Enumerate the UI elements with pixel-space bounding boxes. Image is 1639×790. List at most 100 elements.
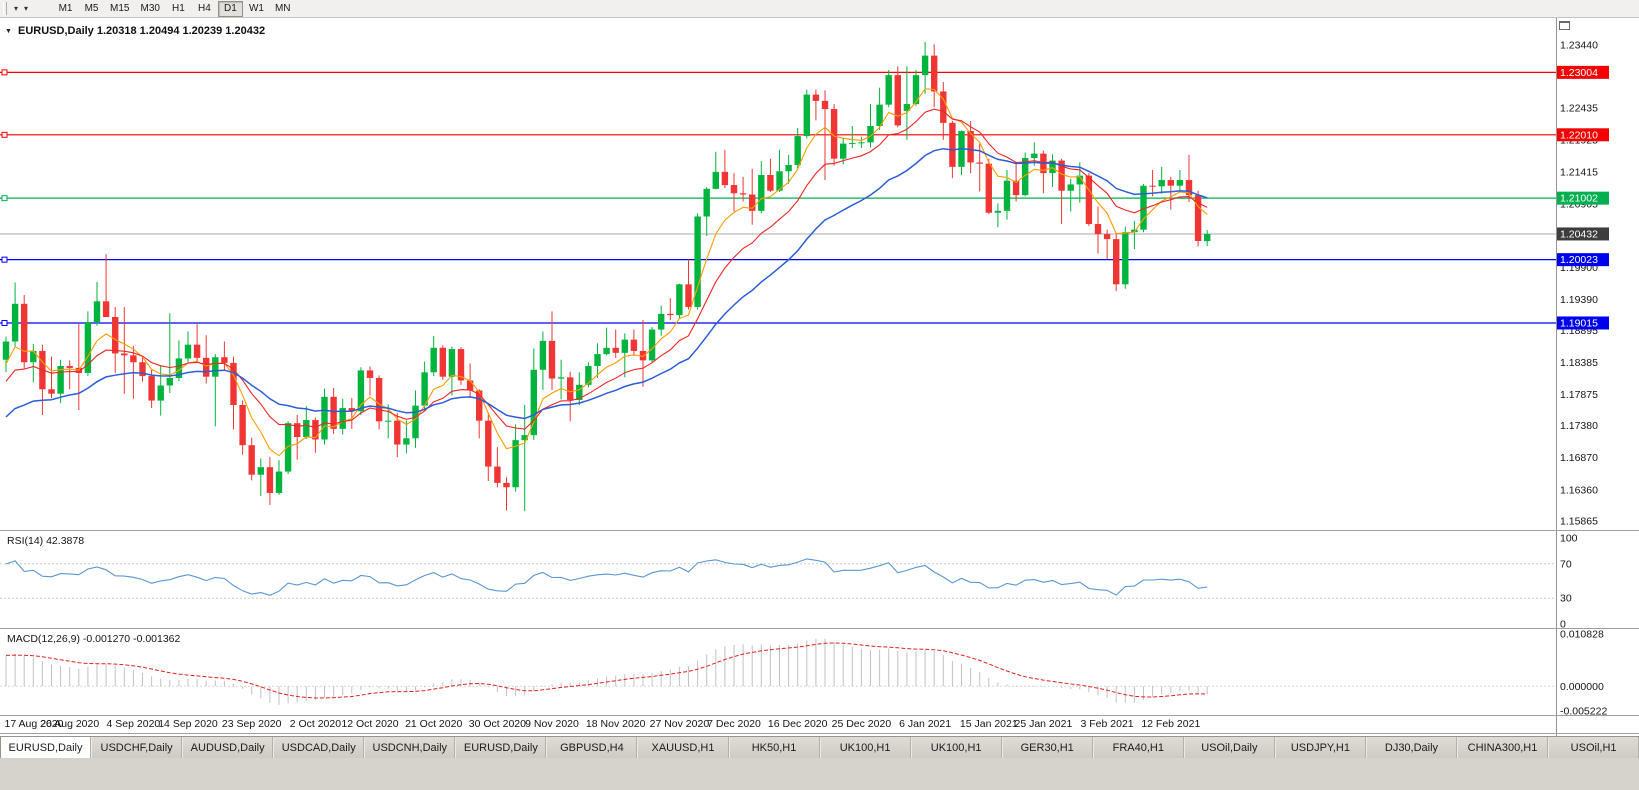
chart-tab-FRA40-H1[interactable]: FRA40,H1 <box>1092 737 1184 758</box>
macd-label: MACD(12,26,9) -0.001270 -0.001362 <box>7 633 181 645</box>
svg-text:1.22010: 1.22010 <box>1560 129 1598 141</box>
panel-separators <box>0 18 1639 736</box>
svg-text:14 Sep 2020: 14 Sep 2020 <box>158 718 218 730</box>
svg-text:17 Aug 2020: 17 Aug 2020 <box>5 718 64 730</box>
horizontal-lines <box>0 69 1556 326</box>
chart-tab-GBPUSD-H4[interactable]: GBPUSD,H4 <box>546 737 638 758</box>
ma-slow <box>5 147 1208 420</box>
date-axis-labels: 17 Aug 202026 Aug 2020 4 Sep 202014 Sep 2… <box>5 718 1201 730</box>
line-handle[interactable] <box>1 319 8 326</box>
svg-text:3 Feb 2021: 3 Feb 2021 <box>1081 718 1134 730</box>
chart-tabs-bar: EURUSD,Daily USDCHF,Daily AUDUSD,Daily USDC… <box>0 736 1639 758</box>
line-handle[interactable] <box>1 256 8 263</box>
ma-fast <box>5 88 1208 457</box>
svg-text:15 Jan 2021: 15 Jan 2021 <box>960 718 1018 730</box>
timeframe-button-M15[interactable]: M15 <box>110 3 130 14</box>
svg-text:0.010828: 0.010828 <box>1560 629 1604 641</box>
bottom-filler <box>0 758 1639 790</box>
svg-text:100: 100 <box>1560 533 1578 545</box>
interactive-regions <box>0 18 1639 734</box>
chart-mode-dropdown-icon[interactable]: ▾ <box>14 3 19 13</box>
svg-text:23 Sep 2020: 23 Sep 2020 <box>222 718 282 730</box>
svg-text:70: 70 <box>1560 558 1572 570</box>
svg-text:1.20432: 1.20432 <box>1560 228 1598 240</box>
chart-tab-USOil-Daily[interactable]: USOil,Daily <box>1183 737 1275 758</box>
time-scale[interactable] <box>0 716 1556 734</box>
svg-text:1.15865: 1.15865 <box>1560 515 1598 527</box>
svg-text:7 Dec 2020: 7 Dec 2020 <box>707 718 761 730</box>
chart-dropdown-icon[interactable]: ▼ <box>5 28 12 35</box>
svg-text:16 Dec 2020: 16 Dec 2020 <box>768 718 828 730</box>
line-handle[interactable] <box>1 69 8 76</box>
timeframe-button-W1[interactable]: W1 <box>248 3 264 14</box>
candlestick-series <box>2 41 1211 512</box>
macd-indicator-window[interactable] <box>0 629 1556 715</box>
svg-text:-0.005222: -0.005222 <box>1560 706 1607 718</box>
rsi-indicator-window[interactable] <box>0 531 1556 628</box>
svg-text:26 Aug 2020: 26 Aug 2020 <box>40 718 99 730</box>
line-handle[interactable] <box>1 131 8 138</box>
chart-tab-CHINA300-H1[interactable]: CHINA300,H1 <box>1457 737 1549 758</box>
rsi-label: RSI(14) 42.3878 <box>7 535 84 547</box>
chart-tab-USDCNH-Daily[interactable]: USDCNH,Daily <box>364 737 456 758</box>
restore-window-icon[interactable] <box>1559 21 1570 30</box>
timeframes-dropdown-icon[interactable]: ▾ <box>24 3 29 13</box>
chart-tab-USDCHF-Daily[interactable]: USDCHF,Daily <box>91 737 183 758</box>
chart-tab-XAUUSD-H1[interactable]: XAUUSD,H1 <box>637 737 729 758</box>
timeframe-button-MN[interactable]: MN <box>274 3 291 14</box>
timeframe-button-M5[interactable]: M5 <box>84 3 99 14</box>
macd-panel: 0.010828 0.000000 -0.005222 <box>0 629 1607 718</box>
svg-text:1.23004: 1.23004 <box>1560 67 1598 79</box>
svg-text:2 Oct 2020: 2 Oct 2020 <box>290 718 342 730</box>
chart-tab-HK50-H1[interactable]: HK50,H1 <box>728 737 820 758</box>
timeframe-button-H1[interactable]: H1 <box>172 3 185 14</box>
svg-text:12 Feb 2021: 12 Feb 2021 <box>1141 718 1200 730</box>
svg-text:4 Sep 2020: 4 Sep 2020 <box>107 718 161 730</box>
svg-text:6 Jan 2021: 6 Jan 2021 <box>899 718 951 730</box>
timeframe-button-D1[interactable]: D1 <box>217 0 243 17</box>
chart-window: 1.234401.224351.219251.214151.209051.199… <box>0 18 1639 736</box>
svg-text:9 Nov 2020: 9 Nov 2020 <box>525 718 579 730</box>
chart-tab-EURUSD-Daily[interactable]: EURUSD,Daily <box>455 737 547 758</box>
svg-text:30 Oct 2020: 30 Oct 2020 <box>469 718 526 730</box>
svg-text:12 Oct 2020: 12 Oct 2020 <box>341 718 398 730</box>
svg-text:0: 0 <box>1560 619 1566 631</box>
svg-text:18 Nov 2020: 18 Nov 2020 <box>586 718 646 730</box>
svg-text:25 Jan 2021: 25 Jan 2021 <box>1014 718 1072 730</box>
svg-text:1.20023: 1.20023 <box>1560 254 1598 266</box>
toolbar-grip[interactable] <box>3 2 7 15</box>
price-scale[interactable] <box>1557 18 1639 733</box>
chart-tab-EURUSD-Daily[interactable]: EURUSD,Daily <box>0 737 92 758</box>
timeframe-button-H4[interactable]: H4 <box>198 3 211 14</box>
svg-text:1.19390: 1.19390 <box>1560 294 1598 306</box>
chart-tab-UK100-H1[interactable]: UK100,H1 <box>819 737 911 758</box>
svg-text:25 Dec 2020: 25 Dec 2020 <box>832 718 892 730</box>
ma-medium <box>5 108 1208 430</box>
chart-tab-USDJPY-H1[interactable]: USDJPY,H1 <box>1274 737 1366 758</box>
chart-tab-UK100-H1[interactable]: UK100,H1 <box>910 737 1002 758</box>
rsi-line <box>5 558 1208 596</box>
chart-tab-USOil-H1[interactable]: USOil,H1 <box>1548 737 1639 758</box>
line-handle[interactable] <box>1 195 8 202</box>
timeframe-button-M30[interactable]: M30 <box>140 3 160 14</box>
svg-text:1.21415: 1.21415 <box>1560 167 1598 179</box>
macd-histogram <box>5 638 1208 705</box>
chart-tab-GER30-H1[interactable]: GER30,H1 <box>1001 737 1093 758</box>
svg-text:27 Nov 2020: 27 Nov 2020 <box>650 718 710 730</box>
chart-plot-area[interactable] <box>0 28 1556 530</box>
chart-tab-USDCAD-Daily[interactable]: USDCAD,Daily <box>273 737 365 758</box>
moving-averages <box>5 88 1208 457</box>
timeframes-toolbar: ▾ ▾ M1 M5 M15 M30 H1 H4 D1 W1 MN <box>0 0 1639 18</box>
svg-text:1.21002: 1.21002 <box>1560 193 1598 205</box>
svg-text:1.16870: 1.16870 <box>1560 452 1598 464</box>
svg-text:1.19015: 1.19015 <box>1560 317 1598 329</box>
svg-text:1.16360: 1.16360 <box>1560 484 1598 496</box>
chart-tab-AUDUSD-Daily[interactable]: AUDUSD,Daily <box>182 737 274 758</box>
chart-tab-DJ30-Daily[interactable]: DJ30,Daily <box>1365 737 1457 758</box>
chart-title: EURUSD,Daily 1.20318 1.20494 1.20239 1.2… <box>18 25 265 37</box>
svg-text:0.000000: 0.000000 <box>1560 681 1604 693</box>
timeframe-button-M1[interactable]: M1 <box>58 3 73 14</box>
macd-signal-line <box>5 642 1208 699</box>
svg-text:1.17875: 1.17875 <box>1560 389 1598 401</box>
timeframe-buttons: M1 M5 M15 M30 H1 H4 D1 W1 MN <box>53 0 295 17</box>
